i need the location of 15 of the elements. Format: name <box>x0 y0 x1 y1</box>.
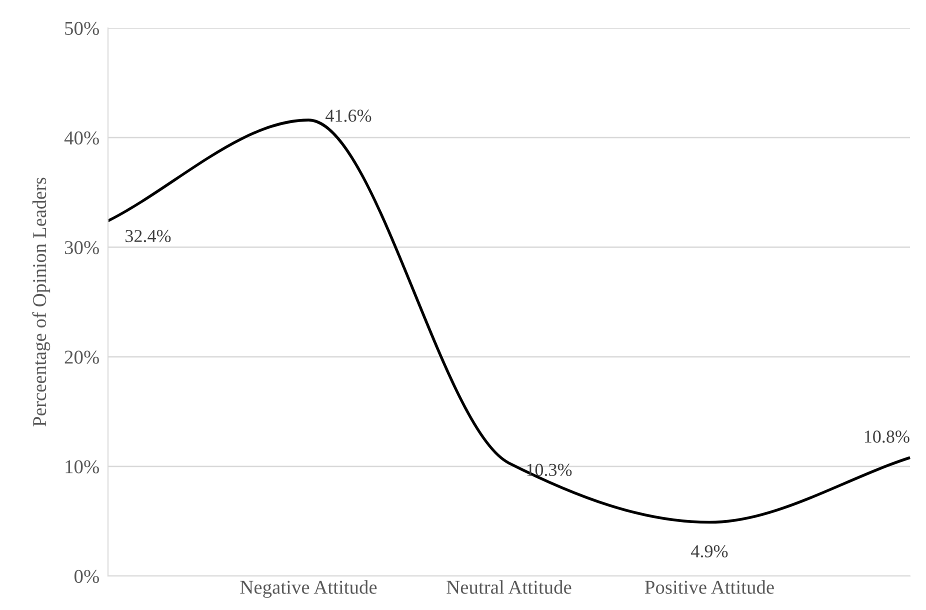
y-tick-label: 0% <box>74 570 100 583</box>
x-tick-label: Neutral Attitude <box>446 580 572 594</box>
data-label: 4.9% <box>691 545 728 558</box>
y-tick-label: 10% <box>66 460 100 474</box>
y-axis-title: Perceentage of Opinion Leaders <box>32 178 50 426</box>
y-tick-label: 40% <box>64 131 100 145</box>
y-tick-label: 20% <box>64 350 100 364</box>
data-label: 41.6% <box>326 110 372 122</box>
y-tick-label: 30% <box>64 241 100 254</box>
x-tick-label: Negative Attitude <box>240 580 377 598</box>
data-label: 10.3% <box>527 464 572 476</box>
data-label: 10.8% <box>864 430 910 443</box>
y-tick-label: 50% <box>65 22 100 35</box>
data-label: 32.4% <box>126 230 171 242</box>
x-tick-label: Positive Attitude <box>644 580 774 594</box>
